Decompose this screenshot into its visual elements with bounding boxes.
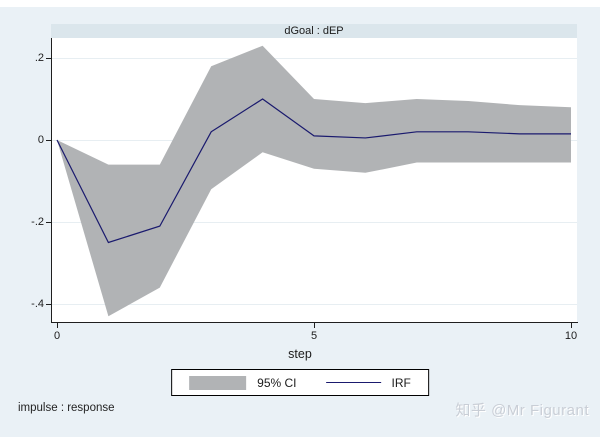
x-tick-label: 10 bbox=[564, 330, 578, 342]
y-tick-neg0.4 bbox=[46, 304, 51, 305]
x-axis-line bbox=[51, 322, 578, 323]
impulse-response-note: impulse : response bbox=[18, 402, 115, 414]
y-tick-0.2 bbox=[46, 58, 51, 59]
x-tick-5 bbox=[314, 323, 315, 328]
legend: 95% CI IRF bbox=[171, 369, 429, 396]
ci-band-area bbox=[57, 45, 571, 317]
x-tick-label: 0 bbox=[53, 330, 61, 342]
ci-swatch-icon bbox=[189, 375, 247, 390]
y-tick-neg0.2 bbox=[46, 222, 51, 223]
x-axis-title: step bbox=[288, 347, 312, 361]
gridline-neg0.4 bbox=[52, 304, 577, 305]
irf-line-icon bbox=[326, 382, 382, 383]
x-tick-label: 5 bbox=[310, 330, 318, 342]
gridline-neg0.2 bbox=[52, 222, 577, 223]
gridline-0.2 bbox=[52, 58, 577, 59]
legend-ci-label: 95% CI bbox=[257, 375, 297, 390]
legend-irf-label: IRF bbox=[391, 375, 411, 390]
y-axis-line bbox=[51, 38, 52, 323]
y-tick-label: 0 bbox=[37, 134, 44, 146]
y-tick-label: -.2 bbox=[31, 216, 44, 228]
x-tick-10 bbox=[571, 323, 572, 328]
x-tick-0 bbox=[57, 323, 58, 328]
chart-title: dGoal : dEP bbox=[51, 24, 577, 38]
y-tick-label: .2 bbox=[34, 52, 44, 64]
y-tick-label: -.4 bbox=[31, 298, 44, 310]
y-tick-0 bbox=[46, 140, 51, 141]
irf-line bbox=[56, 98, 571, 244]
watermark: 知乎 @Mr Figurant bbox=[455, 402, 589, 419]
